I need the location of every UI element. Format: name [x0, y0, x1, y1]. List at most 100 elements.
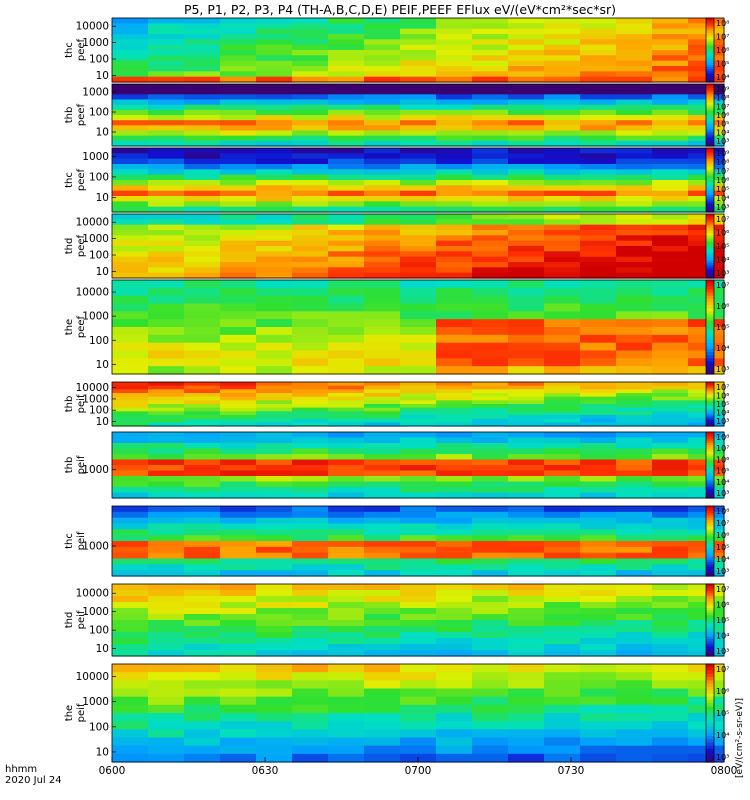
y-tick-label: 100 [89, 721, 109, 733]
heatmap-cell [184, 487, 221, 494]
heatmap-cell [472, 153, 509, 160]
heatmap-cell [544, 602, 581, 609]
heatmap-cell [544, 18, 581, 24]
heatmap-cell [364, 130, 401, 137]
heatmap-cell [256, 18, 293, 24]
colorbar-step [706, 524, 714, 528]
heatmap-cell [112, 327, 149, 336]
colorbar-tick-label: 10⁷ [716, 281, 729, 290]
heatmap-cell [292, 130, 329, 137]
heatmap-cell [436, 60, 473, 67]
heatmap-cell [652, 570, 689, 577]
colorbar-step [706, 591, 714, 595]
colorbar-step [706, 423, 714, 426]
y-tick-label: 10 [96, 70, 109, 82]
heatmap-cell [472, 492, 509, 499]
heatmap-cell [220, 713, 257, 722]
heatmap-cell [580, 745, 617, 755]
heatmap-cell [652, 481, 689, 488]
heatmap-cell [112, 415, 149, 420]
heatmap-cell [544, 334, 581, 344]
heatmap-cell [112, 55, 149, 62]
heatmap-cell [112, 169, 149, 176]
heatmap-cell [580, 44, 617, 51]
heatmap-cell [508, 214, 545, 220]
heatmap-cell [292, 541, 329, 548]
heatmap-cell [508, 55, 545, 62]
colorbar-step [706, 559, 714, 563]
colorbar-tick-label: 10⁴ [716, 128, 729, 137]
heatmap-cell [364, 164, 401, 170]
heatmap-cell [184, 206, 221, 213]
colorbar-step [706, 260, 714, 264]
heatmap-cell [652, 120, 689, 126]
heatmap-cell [652, 448, 689, 455]
heatmap-cell [220, 130, 257, 137]
heatmap-cell [148, 158, 185, 165]
heatmap-cell [652, 115, 689, 121]
heatmap-cell [400, 620, 437, 627]
heatmap-cell [472, 148, 509, 154]
heatmap-cell [616, 638, 653, 645]
heatmap-cell [580, 602, 617, 609]
heatmap-cell [472, 224, 509, 231]
heatmap-cell [544, 407, 581, 412]
heatmap-cell [364, 422, 401, 427]
heatmap-cell [364, 224, 401, 231]
heatmap-cell [256, 729, 293, 739]
heatmap-cell [184, 153, 221, 160]
heatmap-cell [364, 713, 401, 722]
heatmap-cell [616, 28, 653, 35]
heatmap-cell [400, 517, 437, 525]
heatmap-cell [256, 459, 293, 466]
heatmap-cell [508, 148, 545, 154]
heatmap-cell [436, 432, 473, 439]
heatmap-cell [328, 552, 365, 560]
heatmap-cell [220, 418, 257, 423]
heatmap-cell [508, 745, 545, 755]
colorbar-step [706, 395, 714, 398]
heatmap-cell [112, 319, 149, 328]
heatmap-cell [220, 448, 257, 455]
heatmap-cell [580, 319, 617, 328]
heatmap-cell [616, 385, 653, 390]
heatmap-cell [400, 350, 437, 359]
heatmap-cell [616, 602, 653, 609]
heatmap-cell [256, 120, 293, 126]
heatmap-cell [616, 219, 653, 226]
heatmap-cell [112, 115, 149, 121]
heatmap-cell [364, 272, 401, 279]
heatmap-cell [508, 529, 545, 536]
heatmap-cell [652, 135, 689, 142]
heatmap-cell [652, 60, 689, 67]
colorbar-step [706, 336, 714, 341]
heatmap-cell [328, 382, 365, 387]
colorbar-step [706, 680, 714, 685]
heatmap-cell [220, 704, 257, 714]
panel-probe-label: the [64, 705, 75, 721]
heatmap-cell [400, 44, 437, 51]
heatmap-cell [472, 39, 509, 46]
heatmap-cell [220, 745, 257, 755]
colorbar-step [706, 301, 714, 306]
heatmap-cell [256, 407, 293, 412]
heatmap-cell [436, 196, 473, 202]
colorbar-step [706, 409, 714, 412]
colorbar-step [706, 742, 714, 747]
heatmap-cell [508, 342, 545, 352]
heatmap-cell [400, 76, 437, 83]
heatmap-cell [364, 650, 401, 657]
colorbar-step [706, 194, 714, 198]
heatmap-cell [364, 219, 401, 226]
heatmap-cell [580, 422, 617, 427]
heatmap-cell [256, 76, 293, 83]
heatmap-cell [328, 130, 365, 137]
heatmap-cell [220, 180, 257, 186]
heatmap-cell [616, 256, 653, 263]
heatmap-cell [148, 432, 185, 439]
y-tick-label: 10 [96, 266, 109, 278]
heatmap-cell [616, 407, 653, 412]
heatmap-cell [292, 481, 329, 488]
heatmap-cell [220, 476, 257, 483]
